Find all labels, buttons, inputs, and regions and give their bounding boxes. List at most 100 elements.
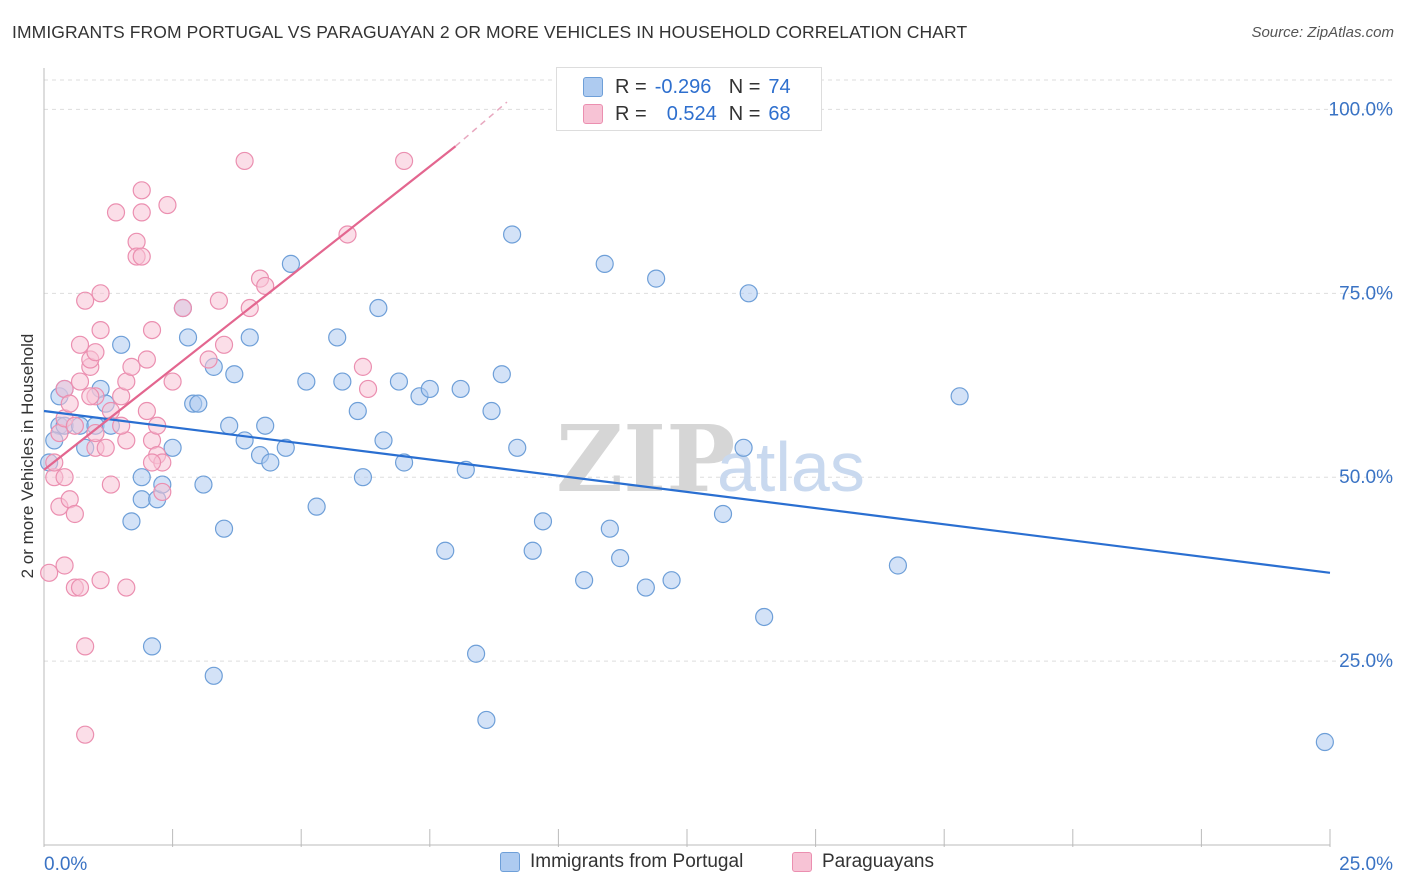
portugal-point (163, 438, 182, 457)
paraguayan-point (199, 350, 218, 369)
paraguayan-point (235, 151, 254, 171)
paraguayan-point (394, 151, 414, 171)
watermark-atlas: atlas (717, 428, 865, 506)
paraguayan-point (132, 181, 151, 200)
portugal-point (739, 284, 758, 303)
paraguayan-point (137, 401, 156, 421)
portugal-point (636, 578, 655, 597)
portugal-point (348, 401, 367, 421)
paraguayan-point (70, 372, 90, 391)
chart-title: IMMIGRANTS FROM PORTUGAL VS PARAGUAYAN 2… (12, 22, 968, 42)
portugal-point (575, 571, 594, 590)
portugal-point (466, 644, 486, 663)
blue-swatch (500, 852, 520, 872)
portugal-point (328, 328, 347, 347)
paraguayan-point (65, 504, 84, 524)
portugal-point (122, 512, 141, 531)
portugal-point (189, 394, 208, 413)
portugal-point (353, 468, 373, 487)
paraguayan-point (163, 372, 182, 391)
correlation-legend: R = -0.296 N = 74 R = 0.524 N = 68 (556, 67, 822, 131)
portugal-point (523, 541, 542, 560)
bottom-legend-label: Immigrants from Portugal (530, 851, 744, 872)
legend-r-value: -0.296 (654, 75, 712, 98)
paraguayan-point (91, 320, 110, 340)
paraguayan-point (70, 335, 90, 354)
legend-n-value: 68 (768, 102, 791, 125)
portugal-point (276, 438, 295, 457)
portugal-point (451, 379, 470, 399)
paraguayan-point (132, 247, 151, 266)
bottom-legend-portugal: Immigrants from Portugal (500, 851, 743, 873)
portugal-point (436, 541, 455, 560)
portugal-point (112, 335, 131, 354)
portugal-point (178, 328, 198, 347)
portugal-point (214, 519, 234, 538)
portugal-point (950, 387, 969, 406)
paraguayan-trend-line (43, 145, 457, 471)
data-points (40, 151, 1334, 752)
paraguayan-point (91, 284, 110, 303)
portugal-point (194, 475, 213, 494)
portugal-point (647, 269, 666, 288)
paraguayan-point (76, 291, 95, 310)
blue-swatch (583, 77, 603, 97)
pink-swatch (792, 852, 812, 872)
paraguayan-point (132, 203, 151, 222)
portugal-point (611, 549, 630, 568)
watermark: ZIP atlas (556, 405, 865, 513)
bottom-legend-label: Paraguayans (822, 851, 934, 872)
paraguayan-point (91, 571, 110, 590)
legend-n-value: 74 (768, 75, 791, 98)
paraguayan-point (117, 578, 136, 597)
paraguayan-point (70, 578, 90, 597)
portugal-point (888, 556, 908, 575)
paraguayan-point (214, 335, 234, 354)
portugal-point (369, 298, 388, 318)
paraguayan-point (153, 482, 172, 502)
x-tick-label: 25.0% (1339, 854, 1393, 875)
portugal-point (132, 490, 151, 509)
y-tick-label: 100.0% (1329, 99, 1394, 120)
portugal-point (333, 372, 352, 391)
paraguayan-point (209, 291, 228, 310)
bottom-legend-paraguayans: Paraguayans (792, 851, 934, 873)
portugal-point (132, 468, 151, 487)
paraguayan-point (101, 475, 120, 494)
paraguayan-point (60, 394, 79, 413)
portugal-point (256, 416, 275, 435)
portugal-point (713, 504, 733, 524)
x-tick-label: 0.0% (44, 854, 87, 875)
paraguayan-point (55, 468, 74, 487)
portugal-point (503, 225, 522, 244)
paraguayan-point (106, 203, 126, 222)
paraguayan-point (86, 343, 105, 362)
portugal-point (240, 328, 259, 347)
y-tick-label: 75.0% (1339, 283, 1393, 304)
portugal-point (204, 666, 223, 685)
portugal-point (142, 637, 162, 656)
paraguayan-point (86, 423, 105, 443)
paraguayan-point (96, 438, 115, 457)
y-tick-label: 25.0% (1339, 651, 1393, 672)
paraguayan-point (65, 416, 84, 435)
portugal-point (297, 372, 316, 391)
pink-swatch (583, 104, 603, 124)
legend-row-paraguayans: R = 0.524 N = 68 (583, 101, 808, 127)
portugal-point (755, 607, 774, 627)
paraguayan-point (137, 350, 156, 369)
paraguayan-point (158, 195, 177, 215)
y-tick-label: 50.0% (1339, 467, 1393, 488)
source-label: Source: ZipAtlas.com (1251, 24, 1394, 41)
portugal-point (307, 497, 326, 516)
watermark-zip: ZIP (556, 405, 735, 513)
paraguayan-point (142, 320, 162, 340)
paraguayan-point (81, 387, 100, 406)
portugal-point (508, 438, 527, 457)
trend-lines (43, 101, 1331, 574)
paraguayan-point (76, 725, 95, 744)
legend-r-label: R = (615, 75, 647, 98)
portugal-point (225, 365, 244, 384)
portugal-point (389, 372, 409, 391)
